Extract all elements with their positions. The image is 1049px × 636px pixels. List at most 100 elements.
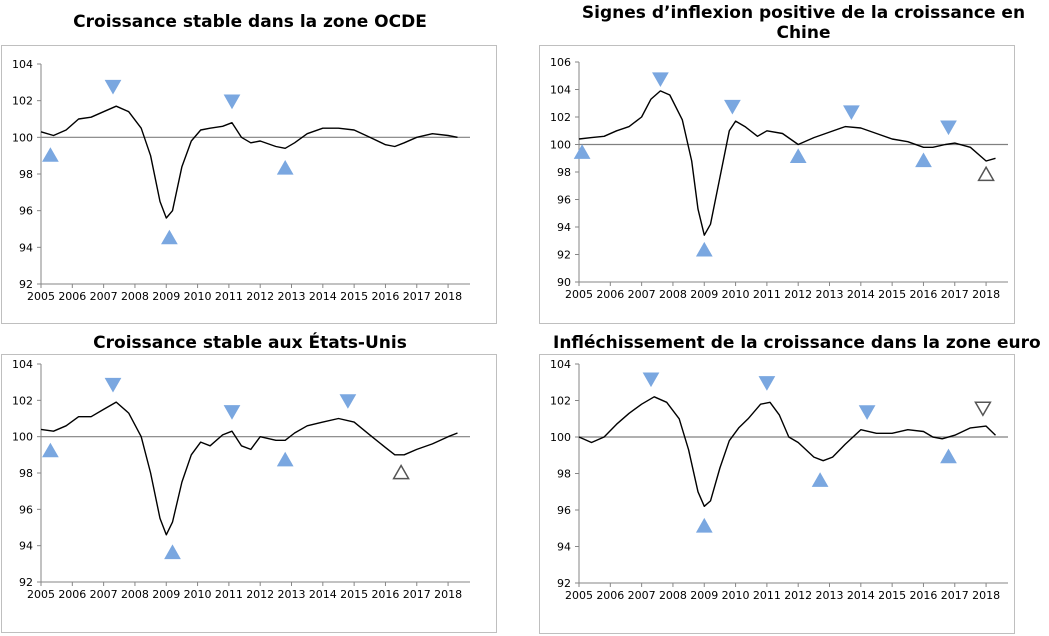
chart-panel-chine: Signes d’inflexion positive de la croiss… (538, 0, 1049, 325)
series-line (578, 90, 996, 236)
x-tick-label: 2013 (816, 288, 844, 301)
series-line (578, 396, 996, 507)
marker-triangle-up (940, 448, 957, 464)
x-tick-label: 2014 (847, 589, 875, 602)
x-tick-label: 2006 (596, 589, 624, 602)
x-tick-label: 2007 (90, 290, 118, 303)
marker-triangle-up (695, 517, 713, 533)
x-tick-label: 2017 (941, 589, 969, 602)
x-tick-label: 2012 (246, 290, 274, 303)
marker-triangle-down (974, 401, 992, 417)
marker-triangle-up (789, 148, 807, 163)
x-tick-label: 2016 (909, 288, 937, 301)
y-tick-label: 102 (12, 95, 33, 108)
chart-frame (539, 354, 1015, 634)
y-tick-label: 94 (557, 221, 571, 234)
marker-triangle-up (276, 159, 294, 175)
chart-panel-etats-unis: Croissance stable aux États-Unis 92 94 96 9… (0, 328, 500, 634)
series-line (40, 401, 458, 536)
x-tick-label: 2010 (184, 290, 212, 303)
x-tick-label: 2007 (628, 589, 656, 602)
x-tick-label: 2008 (659, 288, 687, 301)
y-tick-label: 98 (557, 468, 571, 481)
marker-triangle-down (940, 120, 957, 136)
y-tick-label: 100 (12, 431, 33, 444)
x-tick-label: 2011 (753, 589, 781, 602)
marker-triangle-down (858, 405, 876, 420)
x-tick-label: 2012 (784, 288, 812, 301)
chart-frame (1, 354, 497, 633)
y-tick-label: 104 (550, 358, 571, 371)
y-tick-label: 92 (19, 576, 33, 589)
y-tick-label: 102 (550, 395, 571, 408)
marker-triangle-down (104, 377, 122, 393)
y-tick-label: 98 (557, 166, 571, 179)
marker-triangle-up (915, 152, 932, 168)
x-tick-label: 2014 (309, 290, 337, 303)
x-tick-label: 2010 (184, 588, 212, 601)
x-tick-label: 2014 (847, 288, 875, 301)
marker-triangle-down (652, 72, 669, 88)
chart-panel-zone-euro: Infléchissement de la croissance dans la… (538, 328, 1049, 634)
y-tick-label: 92 (19, 278, 33, 291)
y-tick-label: 98 (19, 168, 33, 181)
y-tick-label: 104 (550, 84, 571, 97)
marker-triangle-up (276, 451, 294, 467)
x-tick-label: 2016 (371, 290, 399, 303)
x-tick-label: 2008 (121, 588, 149, 601)
x-tick-label: 2018 (434, 290, 462, 303)
x-tick-label: 2006 (58, 588, 86, 601)
x-tick-label: 2009 (690, 288, 718, 301)
y-tick-label: 94 (19, 540, 33, 553)
chart-zone-euro: 92 94 96 98 100 102 104 2005 2006 2007 2008 2009 201… (539, 354, 1015, 634)
chart-frame (539, 45, 1015, 324)
x-tick-label: 2005 (27, 588, 55, 601)
y-tick-label: 100 (550, 139, 571, 152)
y-tick-label: 94 (557, 541, 571, 554)
x-tick-label: 2010 (722, 288, 750, 301)
y-tick-label: 106 (550, 56, 571, 69)
x-tick-label: 2013 (278, 588, 306, 601)
x-tick-label: 2017 (941, 288, 969, 301)
x-tick-label: 2015 (340, 588, 368, 601)
x-tick-label: 2012 (246, 588, 274, 601)
y-tick-label: 92 (557, 577, 571, 590)
marker-triangle-down (339, 394, 357, 409)
x-tick-label: 2013 (278, 290, 306, 303)
x-tick-label: 2012 (784, 589, 812, 602)
x-tick-label: 2009 (152, 588, 180, 601)
x-tick-label: 2016 (371, 588, 399, 601)
x-tick-label: 2014 (309, 588, 337, 601)
x-tick-label: 2011 (215, 588, 243, 601)
marker-triangle-up (573, 144, 591, 159)
y-tick-label: 102 (550, 111, 571, 124)
marker-triangle-up (161, 229, 178, 245)
x-tick-label: 2017 (403, 290, 431, 303)
y-tick-label: 96 (557, 194, 571, 207)
x-tick-label: 2007 (90, 588, 118, 601)
y-tick-label: 100 (550, 431, 571, 444)
marker-triangle-up (392, 463, 410, 480)
x-tick-label: 2007 (628, 288, 656, 301)
marker-triangle-up (977, 165, 995, 182)
marker-triangle-down (758, 376, 776, 391)
marker-triangle-up (42, 147, 59, 162)
y-tick-label: 98 (19, 467, 33, 480)
y-tick-label: 90 (557, 276, 571, 289)
x-tick-label: 2018 (972, 589, 1000, 602)
series-line (40, 105, 458, 219)
marker-triangle-down (223, 405, 241, 420)
x-tick-label: 2013 (816, 589, 844, 602)
chart-title: Croissance stable dans la zone OCDE (73, 12, 427, 32)
x-tick-label: 2015 (878, 589, 906, 602)
x-tick-label: 2015 (340, 290, 368, 303)
y-tick-label: 96 (19, 503, 33, 516)
x-tick-label: 2005 (565, 288, 593, 301)
y-tick-label: 100 (12, 131, 33, 144)
y-tick-label: 94 (19, 241, 33, 254)
marker-triangle-up (695, 241, 713, 257)
x-tick-label: 2008 (659, 589, 687, 602)
marker-triangle-down (223, 94, 241, 110)
chart-title: Croissance stable aux États-Unis (93, 333, 407, 353)
